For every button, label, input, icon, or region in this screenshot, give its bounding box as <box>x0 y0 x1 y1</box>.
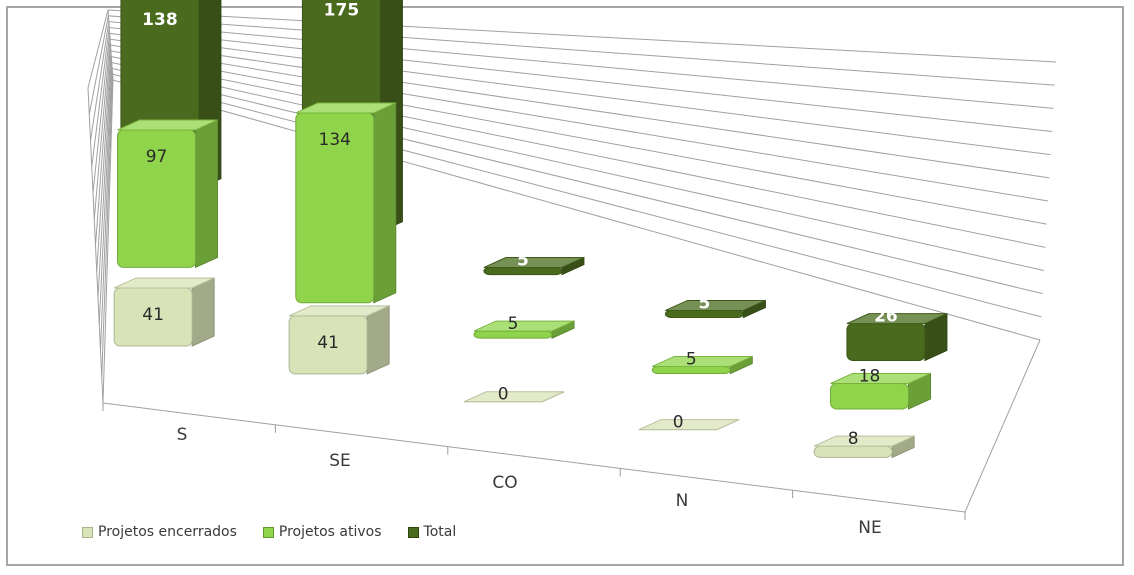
bar-side <box>191 277 215 347</box>
legend-label-total: Total <box>423 524 457 540</box>
legend-item-ativos: Projetos ativos <box>262 524 382 540</box>
legend-item-encerrados: Projetos encerrados <box>82 524 237 540</box>
bar: 97 <box>117 119 219 269</box>
x-tick-label: N <box>676 491 689 511</box>
bar-top <box>483 257 585 269</box>
bar: 5 <box>664 293 766 319</box>
x-tick-label: NE <box>858 518 881 538</box>
bar-side <box>195 119 219 269</box>
data-label: 5 <box>508 314 519 334</box>
legend-swatch-ativos <box>262 526 274 538</box>
bar: 0 <box>463 385 565 405</box>
data-label: 41 <box>142 305 164 325</box>
floor-edge <box>102 339 1041 513</box>
bar: 134 <box>295 102 397 304</box>
bar: 5 <box>651 349 753 375</box>
bar-top <box>473 320 575 332</box>
bar-top <box>652 355 753 367</box>
gridline <box>90 21 1054 141</box>
x-tick-label: S <box>177 425 188 445</box>
bar: 41 <box>113 277 215 347</box>
bar-side <box>366 305 390 375</box>
data-label: 175 <box>324 1 360 21</box>
bar-top <box>295 102 396 114</box>
legend-item-total: Total <box>407 524 457 540</box>
data-label: 5 <box>686 349 697 369</box>
bar-top <box>846 313 948 325</box>
back-wall-edge <box>107 9 114 81</box>
gridline <box>98 61 1045 325</box>
gridline <box>96 50 1047 272</box>
legend-swatch-encerrados <box>82 526 93 538</box>
bar: 18 <box>830 366 932 410</box>
data-label: 8 <box>848 429 859 449</box>
bar-top <box>113 277 215 289</box>
legend-swatch-total <box>407 526 419 538</box>
x-tick-label: CO <box>492 473 517 493</box>
data-label: 97 <box>146 147 168 167</box>
data-label: 5 <box>517 251 529 271</box>
gridline <box>95 44 1049 246</box>
gridline <box>92 32 1051 194</box>
data-label: 41 <box>317 333 339 353</box>
bar-side <box>373 102 397 304</box>
legend-label-encerrados: Projetos encerrados <box>98 524 237 540</box>
bar: 26 <box>846 307 948 362</box>
bar-top <box>638 419 740 431</box>
legend: Projetos encerrados Projetos ativos Tota… <box>82 524 456 540</box>
bar-front <box>830 382 910 410</box>
gridline <box>88 15 1055 115</box>
data-label: 18 <box>859 366 881 386</box>
bar: 41 <box>288 305 390 375</box>
bar-top <box>463 391 565 403</box>
data-label: 0 <box>673 413 684 433</box>
data-label: 134 <box>319 130 351 150</box>
legend-label-ativos: Projetos ativos <box>278 524 382 540</box>
bar-top <box>117 119 218 131</box>
bar-front <box>846 323 926 361</box>
data-label: 5 <box>698 293 710 313</box>
data-label: 0 <box>498 385 509 405</box>
gridlines <box>87 9 1057 513</box>
bar: 8 <box>813 429 915 459</box>
x-tick-label: SE <box>329 451 351 471</box>
bar-top <box>288 305 390 317</box>
bar-top <box>813 435 915 447</box>
gridline <box>91 26 1053 167</box>
data-label: 138 <box>142 10 178 30</box>
left-wall-edge <box>87 87 104 404</box>
bar-top <box>665 299 766 311</box>
bar: 5 <box>473 314 575 339</box>
bar: 5 <box>483 251 585 276</box>
data-label: 26 <box>874 307 898 327</box>
gridline <box>100 67 1043 351</box>
bar: 0 <box>638 413 740 433</box>
bar-top <box>830 372 931 384</box>
